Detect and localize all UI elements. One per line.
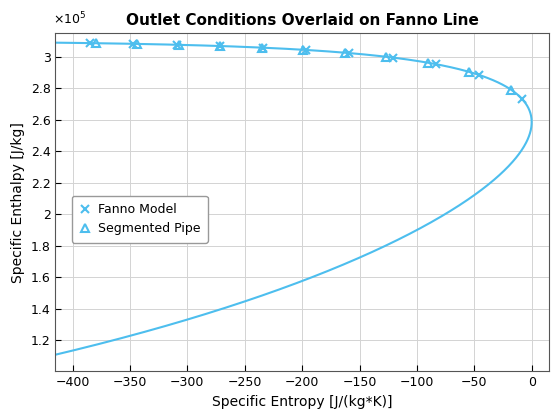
- Line: Segmented Pipe: Segmented Pipe: [91, 39, 515, 94]
- Segmented Pipe: [466, 69, 473, 74]
- Segmented Pipe: [508, 87, 515, 92]
- Segmented Pipe: [300, 47, 307, 52]
- Line: Fanno Model: Fanno Model: [86, 39, 526, 104]
- Text: $\times10^5$: $\times10^5$: [53, 11, 86, 28]
- Segmented Pipe: [424, 60, 431, 65]
- Fanno Model: [130, 41, 137, 46]
- Segmented Pipe: [92, 41, 99, 46]
- Legend: Fanno Model, Segmented Pipe: Fanno Model, Segmented Pipe: [72, 196, 208, 243]
- Segmented Pipe: [258, 45, 265, 50]
- Fanno Model: [476, 73, 483, 78]
- Segmented Pipe: [383, 54, 390, 59]
- X-axis label: Specific Entropy [J/(kg*K)]: Specific Entropy [J/(kg*K)]: [212, 395, 393, 409]
- Fanno Model: [86, 41, 93, 46]
- Fanno Model: [216, 44, 223, 49]
- Fanno Model: [259, 45, 266, 50]
- Fanno Model: [389, 55, 396, 60]
- Segmented Pipe: [342, 50, 348, 55]
- Title: Outlet Conditions Overlaid on Fanno Line: Outlet Conditions Overlaid on Fanno Line: [125, 13, 479, 28]
- Fanno Model: [519, 97, 526, 102]
- Fanno Model: [303, 47, 310, 52]
- Segmented Pipe: [217, 44, 223, 49]
- Fanno Model: [346, 50, 353, 55]
- Segmented Pipe: [134, 41, 141, 46]
- Segmented Pipe: [175, 42, 182, 47]
- Fanno Model: [173, 42, 180, 47]
- Fanno Model: [433, 62, 440, 67]
- Y-axis label: Specific Enthalpy [J/kg]: Specific Enthalpy [J/kg]: [11, 122, 25, 283]
